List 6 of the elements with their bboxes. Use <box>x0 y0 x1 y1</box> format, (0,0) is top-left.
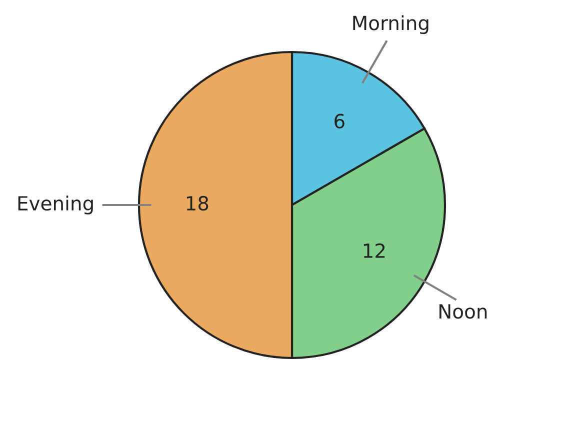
data-label: 18 <box>186 196 208 211</box>
slice-label: Evening <box>18 196 93 214</box>
data-label: 6 <box>334 114 344 128</box>
data-label: 12 <box>364 243 385 258</box>
slice-label: Noon <box>440 304 487 319</box>
slice-label: Morning <box>353 15 428 34</box>
